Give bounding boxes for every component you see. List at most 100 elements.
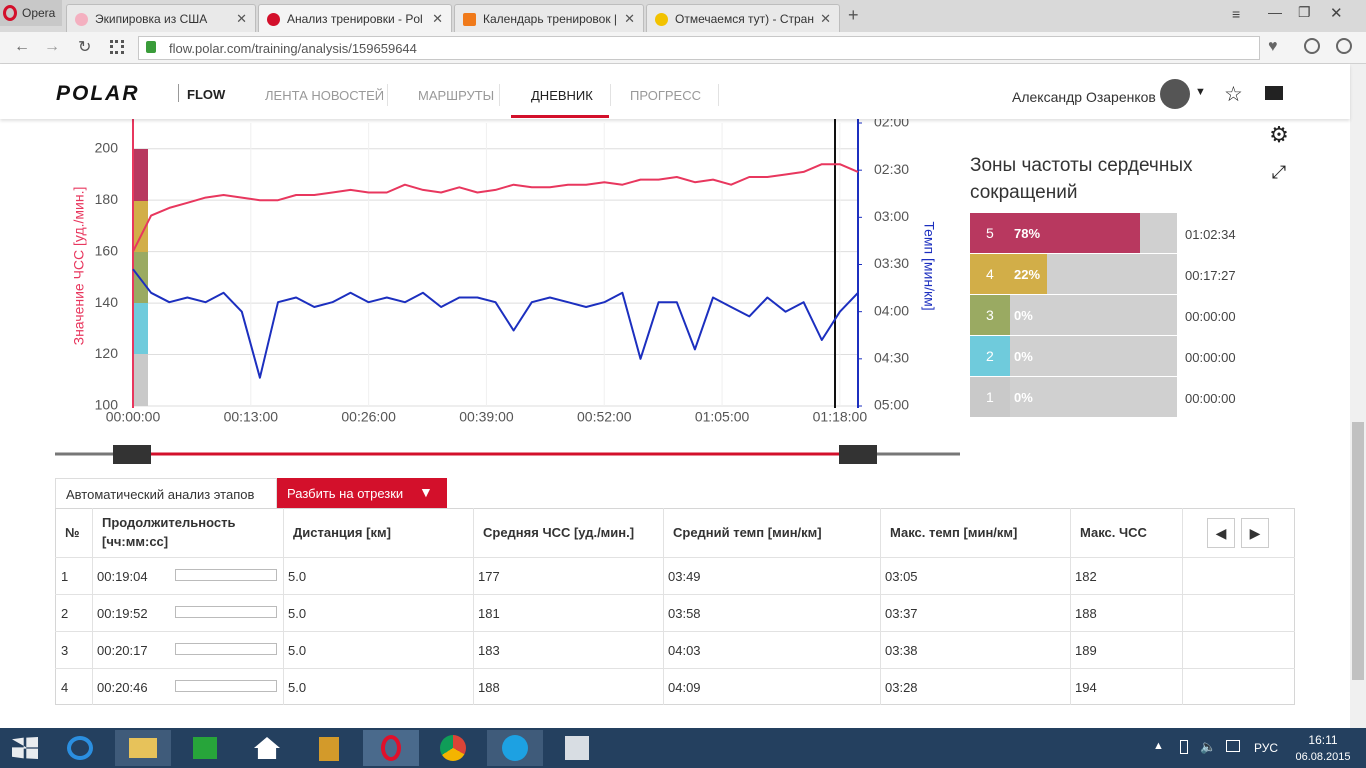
product-name[interactable]: FLOW [187, 87, 226, 102]
user-dropdown[interactable]: ▼ [1195, 86, 1206, 98]
table-cell: 3 [61, 643, 69, 658]
opera-menu[interactable]: Opera [0, 0, 62, 26]
tab[interactable]: Экипировка из США ✕ [66, 4, 256, 32]
tab-icon [267, 13, 280, 26]
messages-icon[interactable] [1265, 86, 1283, 100]
home-icon[interactable] [239, 730, 295, 766]
user-name[interactable]: Александр Озаренков [1012, 89, 1156, 105]
next-button[interactable]: ▶ [1241, 518, 1269, 548]
split-button-label: Разбить на отрезки [287, 486, 404, 501]
x-tick-label: 00:52:00 [577, 409, 632, 425]
language[interactable]: РУС [1254, 741, 1279, 755]
zone-number: 2 [970, 336, 1010, 376]
network-icon[interactable] [1226, 740, 1240, 752]
slider-handle[interactable] [839, 445, 877, 464]
favorites-star[interactable]: ☆ [1224, 83, 1243, 106]
nav-item[interactable]: МАРШРУТЫ [418, 88, 495, 103]
nav-divider [499, 84, 500, 106]
zone-bar-bg [1010, 377, 1177, 417]
table-cell: 03:38 [885, 643, 918, 658]
table-cell: 00:20:46 [97, 680, 148, 695]
zone-band [133, 149, 148, 201]
zone-time: 00:00:00 [1185, 391, 1236, 406]
row-divider [55, 668, 1295, 669]
column-header: Средняя ЧСС [уд./мин.] [483, 525, 635, 540]
fullscreen-button[interactable]: ⤢ [1271, 162, 1287, 182]
volume-icon[interactable]: 🔈 [1200, 739, 1217, 754]
extension-icon[interactable] [1336, 38, 1352, 54]
maximize[interactable]: ❐ [1298, 4, 1311, 20]
forward-button[interactable]: → [44, 38, 60, 55]
zone-percent: 0% [1014, 349, 1033, 364]
app-icon[interactable] [301, 730, 357, 766]
files-icon[interactable] [549, 730, 605, 766]
speed-dial[interactable] [110, 40, 124, 54]
zone-percent: 78% [1014, 226, 1041, 241]
zones-title: Зоны частоты сердечных сокращений [970, 155, 1193, 203]
table-cell: 03:58 [668, 606, 701, 621]
zone-percent: 0% [1014, 390, 1033, 405]
close-window[interactable]: ✕ [1330, 5, 1343, 22]
clock-date[interactable]: 06.08.2015 [1295, 751, 1351, 763]
column-divider [880, 508, 881, 705]
slider-handle[interactable] [113, 445, 151, 464]
grid [132, 123, 858, 407]
explorer-icon[interactable] [115, 730, 171, 766]
store-icon[interactable] [177, 730, 233, 766]
scroll-thumb[interactable] [1352, 422, 1364, 680]
y-tick-label: 180 [95, 191, 119, 207]
x-tick-label: 00:26:00 [341, 409, 396, 425]
table-cell: 1 [61, 569, 69, 584]
row-divider [55, 594, 1295, 595]
clock-time[interactable]: 16:11 [1308, 733, 1338, 747]
tab[interactable]: Отмечаемся тут) - Стран ✕ [646, 4, 840, 32]
tab-close[interactable]: ✕ [432, 11, 443, 26]
tab[interactable]: Календарь тренировок | ✕ [454, 4, 644, 32]
column-header: Макс. ЧСС [1080, 525, 1147, 540]
table-cell: 189 [1075, 643, 1097, 658]
url-field[interactable]: flow.polar.com/training/analysis/1596596… [138, 36, 1260, 60]
tab-close[interactable]: ✕ [236, 11, 247, 26]
tray-arrow[interactable]: ▲ [1153, 740, 1164, 752]
new-tab[interactable]: + [848, 5, 859, 25]
start-button[interactable] [12, 737, 38, 759]
bookmark-heart[interactable]: ♥ [1268, 38, 1278, 55]
prev-button[interactable]: ◀ [1207, 518, 1235, 548]
tab-close[interactable]: ✕ [624, 11, 635, 26]
chrome-icon[interactable] [425, 730, 481, 766]
zone-number: 4 [970, 254, 1010, 294]
avatar[interactable] [1160, 79, 1190, 109]
ie-icon[interactable] [52, 730, 108, 766]
reload-button[interactable]: ↻ [78, 39, 92, 56]
minimize[interactable]: — [1268, 4, 1282, 20]
zone-band [133, 354, 148, 406]
logo[interactable]: POLAR [56, 82, 140, 105]
battery-icon[interactable] [1180, 740, 1188, 754]
nav-divider [718, 84, 719, 106]
nav-item-active[interactable]: ДНЕВНИК [531, 88, 593, 103]
table-cell: 04:09 [668, 680, 701, 695]
auto-laps-tab[interactable]: Автоматический анализ этапов [55, 478, 277, 508]
nav-item[interactable]: ЛЕНТА НОВОСТЕЙ [265, 88, 385, 103]
back-button[interactable]: ← [14, 38, 30, 55]
x-tick-label: 00:00:00 [106, 409, 161, 425]
nav-item[interactable]: ПРОГРЕСС [630, 88, 701, 103]
opera-logo [3, 5, 17, 21]
y2-tick-label: 03:30 [874, 255, 909, 271]
secure-icon [146, 41, 156, 53]
download-icon[interactable] [1304, 38, 1320, 54]
column-divider [1070, 508, 1071, 705]
tab-close[interactable]: ✕ [820, 11, 831, 26]
split-button[interactable]: Разбить на отрезки ▼ [277, 478, 447, 508]
y2-tick-label: 05:00 [874, 397, 909, 413]
tab-menu[interactable]: ≡ [1232, 6, 1241, 22]
zone-bar [1010, 254, 1047, 294]
opera-taskbar-icon[interactable] [363, 730, 419, 766]
tab[interactable]: Анализ тренировки - Pol ✕ [258, 4, 452, 32]
skype-icon[interactable] [487, 730, 543, 766]
table-cell: 183 [478, 643, 500, 658]
settings-gear[interactable]: ⚙ [1269, 122, 1289, 147]
table-cell: 00:20:17 [97, 643, 148, 658]
column-divider [1182, 508, 1183, 705]
active-underline [511, 115, 609, 118]
